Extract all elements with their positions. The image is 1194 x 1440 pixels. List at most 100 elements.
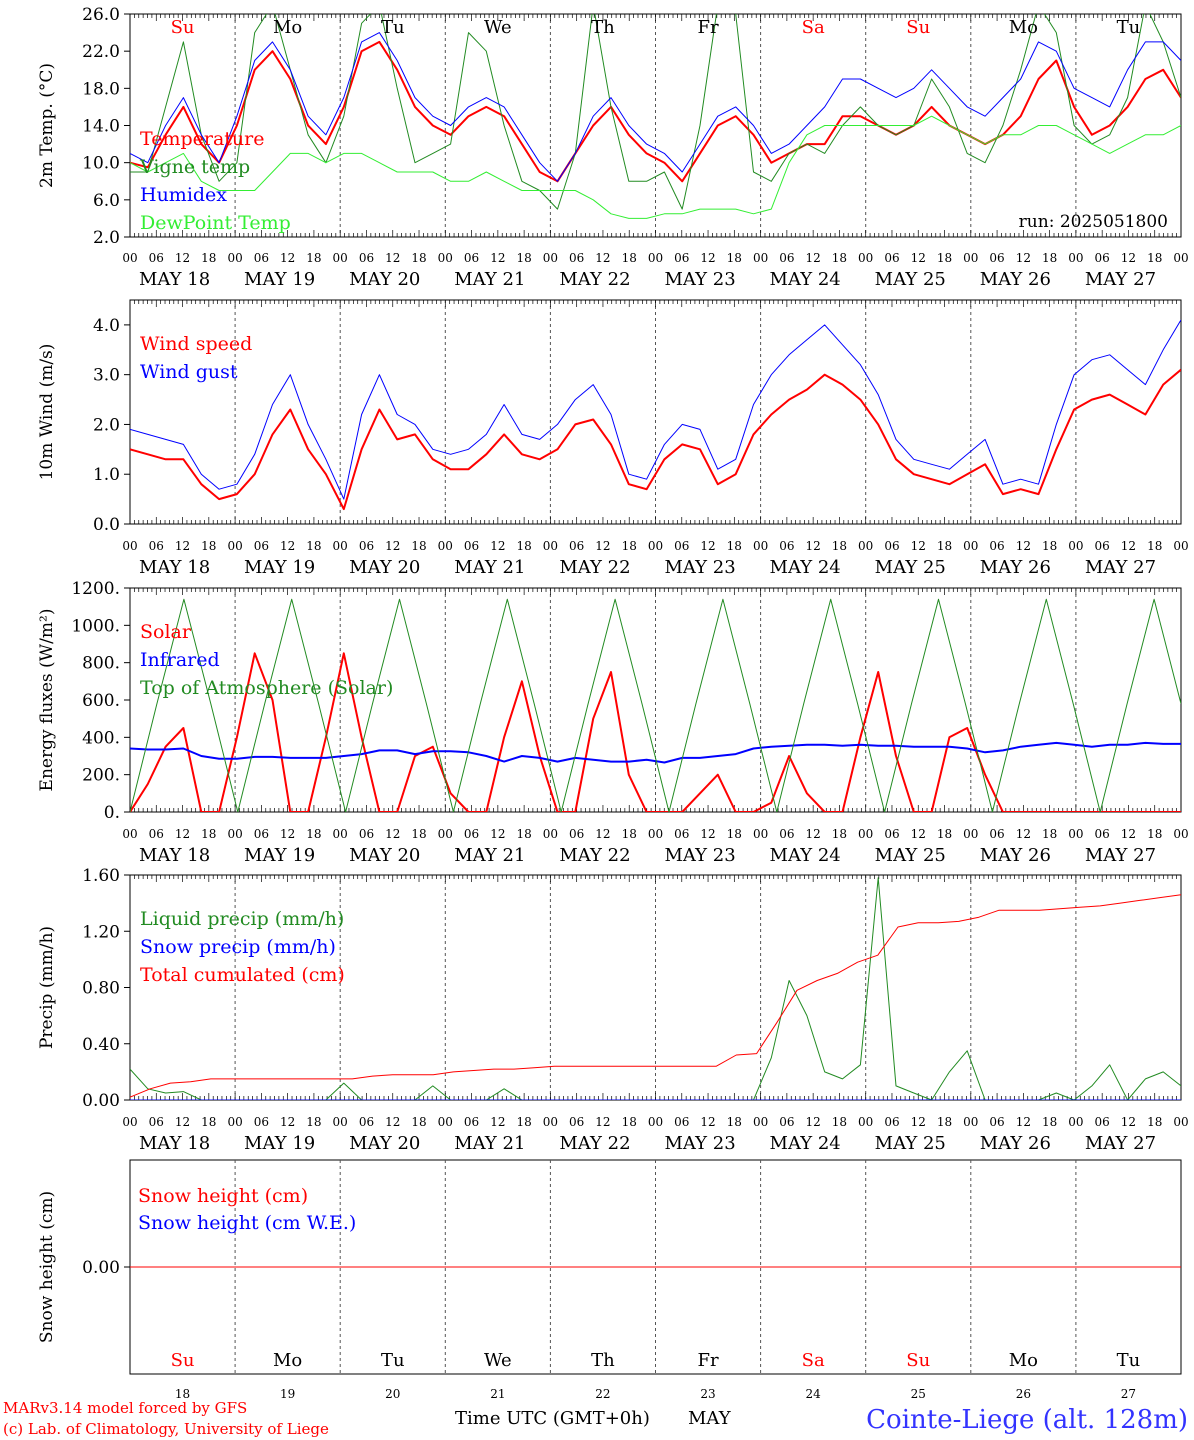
hour-tick-label: 18 <box>411 251 426 265</box>
hour-tick-label: 06 <box>884 1115 899 1129</box>
date-label: MAY 26 <box>980 845 1051 866</box>
hour-tick-label: 18 <box>1042 1115 1057 1129</box>
legend-entry: Wind gust <box>140 361 238 383</box>
hour-tick-label: 00 <box>227 827 242 841</box>
hour-tick-label: 12 <box>1016 1115 1031 1129</box>
hour-tick-label: 06 <box>149 251 164 265</box>
run-label: run: 2025051800 <box>1019 212 1168 232</box>
y-tick-label: 2.0 <box>93 228 120 248</box>
hour-tick-label: 06 <box>1095 539 1110 553</box>
date-label: MAY 19 <box>244 269 315 290</box>
day-name-label: Mo <box>1009 1350 1038 1371</box>
hour-tick-label: 00 <box>648 251 663 265</box>
hour-tick-label: 06 <box>464 251 479 265</box>
hour-tick-label: 06 <box>464 1115 479 1129</box>
y-tick-label: 600. <box>82 691 120 711</box>
hour-tick-label: 12 <box>595 251 610 265</box>
hour-tick-label: 18 <box>937 539 952 553</box>
day-name-label: Su <box>171 1350 195 1371</box>
hour-tick-label: 06 <box>1095 1115 1110 1129</box>
day-number-label: 18 <box>175 1387 190 1401</box>
hour-tick-label: 18 <box>1042 251 1057 265</box>
hour-tick-label: 06 <box>779 539 794 553</box>
hour-tick-label: 12 <box>280 1115 295 1129</box>
y-tick-label: 0.0 <box>93 515 120 535</box>
y-tick-label: 10.0 <box>82 154 120 174</box>
day-number-label: 25 <box>911 1387 926 1401</box>
hour-tick-label: 18 <box>201 1115 216 1129</box>
hour-tick-label: 00 <box>858 539 873 553</box>
hour-tick-label: 12 <box>911 539 926 553</box>
y-tick-label: 18.0 <box>82 79 120 99</box>
hour-tick-label: 12 <box>490 1115 505 1129</box>
legend-entry: DewPoint Temp <box>140 212 291 234</box>
date-label: MAY 19 <box>244 845 315 866</box>
hour-tick-label: 00 <box>963 827 978 841</box>
hour-tick-label: 18 <box>832 827 847 841</box>
plot-frame <box>129 587 1182 813</box>
hour-tick-label: 18 <box>306 1115 321 1129</box>
hour-tick-label: 00 <box>648 1115 663 1129</box>
hour-tick-label: 18 <box>306 827 321 841</box>
series-line-3 <box>130 598 1181 812</box>
hour-tick-label: 18 <box>1042 539 1057 553</box>
date-label: MAY 22 <box>559 269 630 290</box>
hour-tick-label: 18 <box>201 251 216 265</box>
hour-tick-label: 00 <box>438 1115 453 1129</box>
day-name-label: Sa <box>802 17 825 38</box>
day-name-label: Mo <box>273 1350 302 1371</box>
legend-entry: Total cumulated (cm) <box>140 964 345 986</box>
hour-tick-label: 12 <box>175 539 190 553</box>
day-name-label: We <box>484 17 512 38</box>
date-label: MAY 18 <box>139 557 210 578</box>
hour-tick-label: 00 <box>438 827 453 841</box>
y-tick-label: 200. <box>82 766 120 786</box>
station-name: Cointe-Liege (alt. 128m) <box>866 1405 1188 1435</box>
hour-tick-label: 12 <box>911 827 926 841</box>
date-label: MAY 22 <box>559 1133 630 1154</box>
hour-tick-label: 18 <box>937 1115 952 1129</box>
hour-tick-label: 00 <box>543 1115 558 1129</box>
date-label: MAY 20 <box>349 845 420 866</box>
hour-tick-label: 00 <box>858 251 873 265</box>
hour-tick-label: 00 <box>122 1115 137 1129</box>
hour-tick-label: 00 <box>438 539 453 553</box>
date-label: MAY 21 <box>454 269 525 290</box>
date-label: MAY 19 <box>244 557 315 578</box>
hour-tick-label: 06 <box>149 827 164 841</box>
hour-tick-label: 00 <box>1068 827 1083 841</box>
hour-tick-label: 06 <box>569 1115 584 1129</box>
y-tick-label: 2.0 <box>93 415 120 435</box>
hour-tick-label: 00 <box>227 539 242 553</box>
date-label: MAY 27 <box>1085 845 1156 866</box>
y-tick-label: 6.0 <box>93 191 120 211</box>
hour-tick-label: 18 <box>411 539 426 553</box>
hour-tick-label: 12 <box>490 251 505 265</box>
hour-tick-label: 18 <box>727 251 742 265</box>
hour-tick-label: 18 <box>516 827 531 841</box>
hour-tick-label: 00 <box>753 251 768 265</box>
hour-tick-label: 06 <box>464 827 479 841</box>
y-tick-label: 0. <box>104 803 120 823</box>
hour-tick-label: 12 <box>806 1115 821 1129</box>
hour-tick-label: 06 <box>569 539 584 553</box>
date-label: MAY 22 <box>559 557 630 578</box>
hour-tick-label: 00 <box>122 827 137 841</box>
hour-tick-label: 12 <box>1016 251 1031 265</box>
hour-tick-label: 06 <box>674 827 689 841</box>
date-label: MAY 25 <box>875 269 946 290</box>
date-label: MAY 20 <box>349 1133 420 1154</box>
hour-tick-label: 00 <box>963 251 978 265</box>
day-number-label: 26 <box>1016 1387 1031 1401</box>
hour-tick-label: 18 <box>727 827 742 841</box>
hour-tick-label: 12 <box>700 827 715 841</box>
y-axis-label: Energy fluxes (W/m²) <box>37 609 57 792</box>
hour-tick-label: 18 <box>1147 251 1162 265</box>
hour-tick-label: 06 <box>989 251 1004 265</box>
hour-tick-label: 12 <box>280 251 295 265</box>
date-label: MAY 23 <box>664 269 735 290</box>
hour-tick-label: 06 <box>674 539 689 553</box>
date-label: MAY 20 <box>349 269 420 290</box>
